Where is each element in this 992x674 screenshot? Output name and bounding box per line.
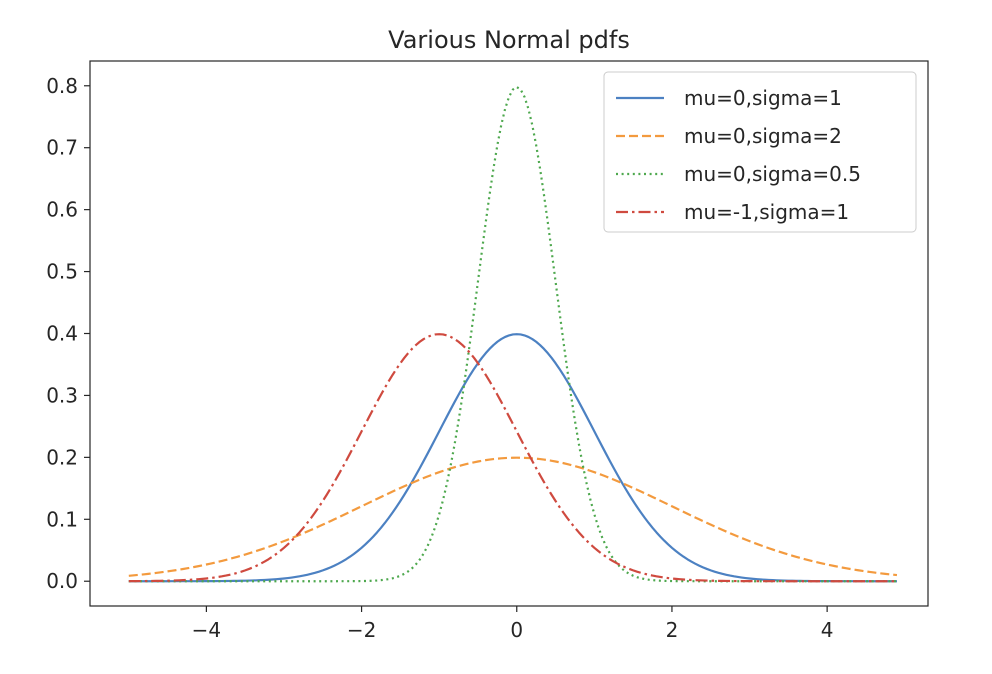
series-line-mu=0,sigma=0.5 [128,85,897,583]
y-tick-label: 0.5 [46,260,78,284]
legend-label: mu=0,sigma=2 [684,124,842,148]
legend-box [603,71,917,233]
y-tick-label: 0.4 [46,322,78,346]
x-tick-label: 2 [666,618,679,642]
chart-title: Various Normal pdfs [388,26,630,54]
legend-label: mu=0,sigma=0.5 [684,162,861,186]
y-tick-label: 0.2 [46,445,78,469]
x-tick-label: 0 [510,618,523,642]
y-tick-label: 0.6 [46,198,78,222]
legend-items: mu=0,sigma=1 mu=0,sigma=2 mu=0,sigma=0.5 mu… [616,86,861,224]
x-tick-label: −4 [192,618,221,642]
y-tick-label: 0.7 [46,136,78,160]
x-tick-label: 4 [821,618,834,642]
curves-group [128,85,898,583]
y-tick-label: 0.0 [46,569,78,593]
series-line-mu=-1,sigma=1 [128,333,897,583]
x-tick-label: −2 [347,618,376,642]
y-tick-label: 0.1 [46,507,78,531]
legend-label: mu=-1,sigma=1 [684,200,849,224]
legend: mu=0,sigma=1 mu=0,sigma=2 mu=0,sigma=0.5 mu… [603,71,917,233]
series-line-mu=0,sigma=1 [128,333,897,583]
y-tick-label: 0.8 [46,74,78,98]
legend-label: mu=0,sigma=1 [684,86,842,110]
y-axis: 0.0 0.1 0.2 0.3 0.4 0.5 0.6 0.7 0.8 [46,74,90,593]
x-axis: −4 −2 0 2 4 [192,606,834,642]
y-tick-label: 0.3 [46,383,78,407]
series-line-mu=0,sigma=2 [128,456,898,577]
